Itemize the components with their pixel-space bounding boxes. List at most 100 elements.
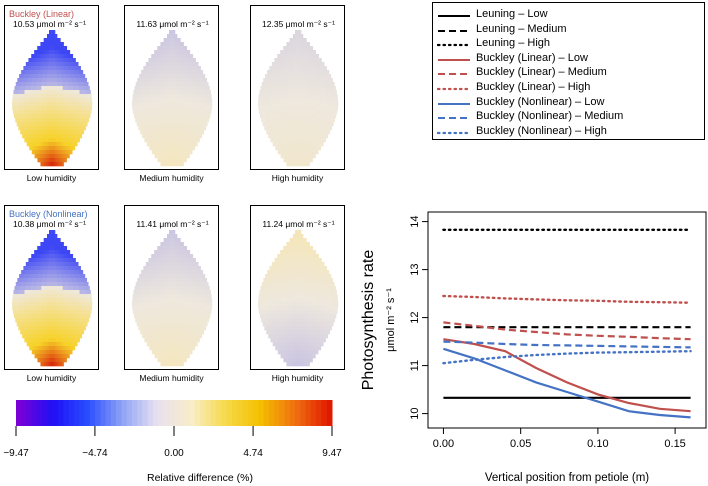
leaf-heatmap-cell — [283, 74, 289, 79]
leaf-heatmap-cell — [174, 158, 177, 163]
leaf-heatmap-cell — [320, 330, 326, 335]
leaf-heatmap-cell — [167, 162, 169, 167]
leaf-heatmap-cell — [143, 94, 150, 99]
leaf-heatmap-cell — [272, 334, 278, 339]
leaf-heatmap-cell — [50, 38, 53, 43]
leaf-heatmap-cell — [23, 126, 29, 131]
colorbar-tick-label: 4.74 — [243, 448, 263, 459]
leaf-heatmap-cell — [181, 78, 188, 83]
leaf-heatmap-cell — [303, 322, 309, 327]
leaf-heatmap-cell — [146, 142, 151, 147]
leaf-heatmap-cell — [172, 110, 178, 115]
leaf-heatmap-cell — [42, 126, 48, 131]
leaf-heatmap-cell — [298, 66, 303, 71]
leaf-heatmap-cell — [23, 274, 29, 279]
leaf-heatmap-cell — [165, 58, 169, 63]
leaf-heatmap-cell — [49, 158, 53, 163]
leaf-heatmap-cell — [276, 318, 283, 323]
leaf-heatmap-cell — [46, 310, 53, 315]
leaf-heatmap-cell — [42, 130, 48, 135]
leaf-heatmap-cell — [190, 130, 196, 135]
leaf-heatmap-cell — [182, 122, 188, 127]
leaf-heatmap-cell — [31, 282, 37, 287]
leaf-heatmap-cell — [39, 354, 43, 359]
leaf-heatmap-cell — [175, 162, 178, 167]
leaf-heatmap-cell — [192, 58, 196, 63]
leaf-heatmap-cell — [175, 34, 177, 39]
leaf-heatmap-cell — [316, 342, 320, 347]
leaf-heatmap-cell — [43, 54, 47, 59]
leaf-heatmap-cell — [160, 42, 163, 47]
leaf-heatmap-cell — [264, 294, 271, 299]
leaf-heatmap-cell — [68, 286, 74, 291]
leaf-heatmap-cell — [175, 234, 177, 239]
leaf-heatmap-cell — [308, 246, 311, 251]
leaf-heatmap-cell — [308, 86, 315, 91]
leaf-heatmap-cell — [329, 82, 335, 87]
leaf-heatmap-cell — [172, 30, 174, 35]
leaf-heatmap-cell — [151, 258, 156, 263]
leaf-heatmap-cell — [62, 122, 68, 127]
leaf-heatmap-cell — [307, 78, 314, 83]
leaf-heatmap-cell — [53, 234, 55, 239]
leaf-heatmap-cell — [45, 258, 49, 263]
leaf-heatmap-cell — [167, 326, 173, 331]
leaf-heatmap-cell — [31, 122, 38, 127]
leaf-heatmap-cell — [164, 62, 169, 67]
leaf-heatmap-cell — [290, 154, 294, 159]
leaf-heatmap-cell — [172, 122, 178, 127]
leaf-heatmap-cell — [292, 122, 299, 127]
leaf-heatmap-cell — [312, 78, 319, 83]
leaf-heatmap-cell — [280, 254, 284, 259]
leaf-heatmap-cell — [186, 254, 191, 259]
leaf-heatmap-cell — [176, 274, 182, 279]
leaf-heatmap-cell — [275, 130, 281, 135]
leaf-heatmap-cell — [172, 230, 173, 235]
leaf-heatmap-cell — [72, 258, 76, 263]
leaf-heatmap-cell — [77, 334, 83, 339]
leaf-heatmap-cell — [166, 306, 173, 311]
leaf-heatmap-cell — [36, 338, 41, 343]
leaf-heatmap — [258, 30, 339, 167]
leaf-heatmap-cell — [293, 354, 296, 359]
leaf-heatmap-cell — [308, 122, 314, 127]
leaf-heatmap-cell — [278, 326, 284, 331]
leaf-heatmap-cell — [172, 314, 178, 319]
leaf-heatmap-cell — [291, 42, 294, 47]
leaf-heatmap-cell — [151, 66, 156, 71]
leaf-heatmap-cell — [187, 122, 193, 127]
leaf-heatmap-cell — [315, 270, 321, 275]
leaf-heatmap-cell — [24, 90, 31, 95]
leaf-heatmap-cell — [178, 46, 181, 51]
leaf-heatmap-cell — [166, 234, 168, 239]
leaf-heatmap-cell — [54, 238, 56, 243]
leaf-heatmap-cell — [43, 158, 47, 163]
leaf-heatmap-cell — [57, 318, 63, 323]
leaf-heatmap-cell — [145, 118, 152, 123]
leaf-heatmap-cell — [283, 354, 286, 359]
leaf-heatmap-cell — [188, 146, 192, 151]
leaf-heatmap-cell — [22, 334, 27, 339]
leaf-heatmap-cell — [145, 262, 150, 267]
leaf-heatmap-cell — [157, 246, 160, 251]
leaf-heatmap-cell — [170, 362, 173, 367]
leaf-heatmap-cell — [301, 338, 307, 343]
leaf-heatmap-cell — [265, 74, 271, 79]
leaf-heatmap-cell — [155, 346, 160, 351]
leaf-heatmap-cell — [303, 86, 310, 91]
leaf-heatmap-cell — [308, 142, 313, 147]
leaf-heatmap-cell — [313, 338, 319, 343]
leaf-heatmap-cell — [194, 330, 200, 335]
leaf-heatmap-cell — [265, 86, 272, 91]
leaf-heatmap-cell — [29, 106, 36, 111]
leaf-heatmap-cell — [31, 58, 36, 63]
leaf-heatmap-cell — [180, 350, 184, 355]
leaf-heatmap-cell — [186, 278, 193, 283]
leaf-heatmap-cell — [53, 162, 56, 167]
leaf-heatmap-cell — [40, 306, 47, 311]
leaf-heatmap-cell — [50, 238, 53, 243]
leaf-heatmap-cell — [29, 290, 36, 295]
leaf-heatmap-cell — [156, 318, 162, 323]
leaf-heatmap-cell — [182, 118, 189, 123]
leaf-heatmap-cell — [189, 54, 194, 59]
